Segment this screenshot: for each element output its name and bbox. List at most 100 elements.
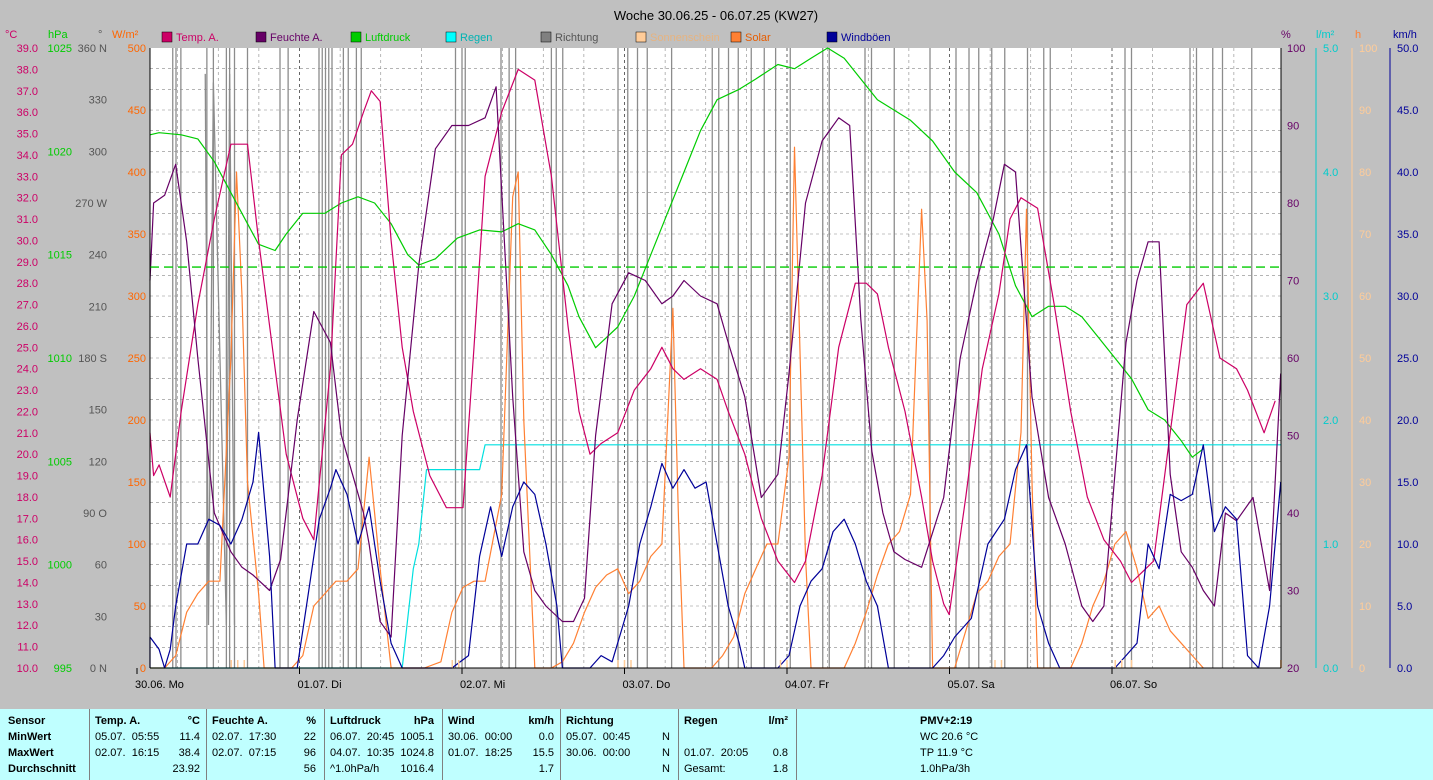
richtung-min-time: 05.07. 00:45	[566, 731, 631, 743]
humidity-unit-label: %	[1281, 29, 1291, 41]
wind-axis-tick: 0.0	[1397, 663, 1412, 675]
temp-axis-tick: 17.0	[17, 513, 38, 525]
legend-label: Regen	[460, 32, 492, 44]
solar-axis-tick: 150	[128, 477, 146, 489]
solar-axis-tick: 250	[128, 353, 146, 365]
pressure-axis-tick: 1005	[48, 456, 72, 468]
feuchte-min-time: 02.07. 17:30	[212, 731, 277, 743]
temp-axis-tick: 22.0	[17, 406, 38, 418]
solar-axis-tick: 500	[128, 43, 146, 55]
temp-axis-tick: 39.0	[17, 43, 38, 55]
direction-axis-tick: 30	[95, 611, 107, 623]
wind-axis-tick: 25.0	[1397, 353, 1418, 365]
rain-unit-label: l/m²	[1316, 29, 1335, 41]
temp-axis-tick: 10.0	[17, 663, 38, 675]
legend-swatch	[730, 31, 742, 43]
table-divider	[324, 709, 325, 780]
wind-min-value: 0.0	[538, 731, 554, 743]
pmv-header: PMV+2:19	[920, 715, 973, 727]
direction-axis-tick: 270 W	[75, 198, 107, 210]
pressure-axis-tick: 995	[54, 663, 72, 675]
sun-axis-tick: 80	[1359, 167, 1371, 179]
axes: 10.0 11.0 12.0 13.0 14.0 15.0 16.0 17.0 18.0 19.0…	[5, 29, 1418, 691]
sun-axis-tick: 90	[1359, 105, 1371, 117]
legend-label: Solar	[745, 32, 771, 44]
wind-avg-value: 1.7	[538, 763, 554, 775]
direction-axis-tick: 90 O	[83, 508, 107, 520]
luftdruck-trend: ^1.0hPa/h	[330, 763, 380, 775]
temp-axis-tick: 12.0	[17, 620, 38, 632]
temp-axis-tick: 32.0	[17, 193, 38, 205]
direction-axis-tick: 0 N	[90, 663, 107, 675]
sun-axis-tick: 20	[1359, 539, 1371, 551]
day-label: 06.07. So	[1110, 679, 1157, 691]
feuchte-max-time: 02.07. 07:15	[212, 747, 277, 759]
temp-axis-tick: 14.0	[17, 577, 38, 589]
humidity-axis-tick: 60	[1287, 353, 1299, 365]
luftdruck-header: Luftdruck	[330, 715, 381, 727]
day-label: 02.07. Mi	[460, 679, 505, 691]
direction-axis-tick: 210	[89, 301, 107, 313]
sun-axis-tick: 30	[1359, 477, 1371, 489]
day-label: 30.06. Mo	[135, 679, 184, 691]
legend-swatch	[635, 31, 647, 43]
pressure-axis-tick: 1010	[48, 353, 72, 365]
table-divider	[560, 709, 561, 780]
temp-axis-tick: 31.0	[17, 214, 38, 226]
solar-axis-tick: 50	[134, 601, 146, 613]
sun-axis-tick: 100	[1359, 43, 1377, 55]
solar-axis-tick: 0	[140, 663, 146, 675]
temp-axis-tick: 21.0	[17, 428, 38, 440]
series-regen	[150, 444, 1281, 669]
legend-label: Sonnenschein	[650, 32, 720, 44]
richtung-series	[172, 48, 1253, 668]
direction-axis-tick: 180 S	[78, 353, 107, 365]
legend-label: Windböen	[841, 32, 891, 44]
sensor-header: Sensor	[8, 715, 46, 727]
temp-min-value: 11.4	[179, 731, 200, 743]
chart-title: Woche 30.06.25 - 06.07.25 (KW27)	[614, 8, 818, 23]
direction-axis-tick: 240	[89, 250, 107, 262]
legend-label: Luftdruck	[365, 32, 411, 44]
richtung-max-time: 30.06. 00:00	[566, 747, 631, 759]
solar-unit-label: W/m²	[112, 29, 139, 41]
wind-unit-label: km/h	[1393, 29, 1417, 41]
regen-max-time: 01.07. 20:05	[684, 747, 749, 759]
temp-axis-tick: 16.0	[17, 535, 38, 547]
data-series	[149, 47, 1282, 669]
day-label: 03.07. Do	[623, 679, 671, 691]
temp-axis-tick: 24.0	[17, 364, 38, 376]
temp-avg-value: 23.92	[172, 763, 200, 775]
statistics-table: Sensor MinWert MaxWert Durchschnitt Temp…	[0, 709, 1433, 780]
feuchte-min-value: 22	[303, 731, 316, 743]
min-label: MinWert	[8, 731, 52, 743]
temp-axis-tick: 37.0	[17, 86, 38, 98]
pressure-axis-tick: 1020	[48, 146, 72, 158]
temp-axis-tick: 23.0	[17, 385, 38, 397]
temp-axis-tick: 28.0	[17, 278, 38, 290]
sun-axis-tick: 60	[1359, 291, 1371, 303]
temp-axis-tick: 36.0	[17, 107, 38, 119]
legend-label: Temp. A.	[176, 32, 219, 44]
sun-unit-label: h	[1355, 29, 1361, 41]
legend-swatch	[540, 31, 552, 43]
temp-axis-tick: 30.0	[17, 235, 38, 247]
temp-axis-tick: 38.0	[17, 64, 38, 76]
humidity-axis-tick: 100	[1287, 43, 1305, 55]
wind-unit: km/h	[528, 715, 554, 727]
wind-max-value: 15.5	[532, 747, 554, 759]
rain-axis-tick: 3.0	[1323, 291, 1338, 303]
table-divider	[89, 709, 90, 780]
feuchte-header: Feuchte A.	[212, 715, 268, 727]
luftdruck-max-time: 04.07. 10:35	[330, 747, 395, 759]
grid-lines	[150, 48, 1281, 668]
humidity-axis-tick: 80	[1287, 198, 1299, 210]
feuchte-unit: %	[306, 715, 316, 727]
table-divider	[678, 709, 679, 780]
temp-axis-tick: 15.0	[17, 556, 38, 568]
humidity-axis-tick: 50	[1287, 431, 1299, 443]
direction-axis-tick: 150	[89, 405, 107, 417]
wind-axis-tick: 35.0	[1397, 229, 1418, 241]
regen-unit: l/m²	[768, 715, 788, 727]
legend-label: Feuchte A.	[270, 32, 323, 44]
